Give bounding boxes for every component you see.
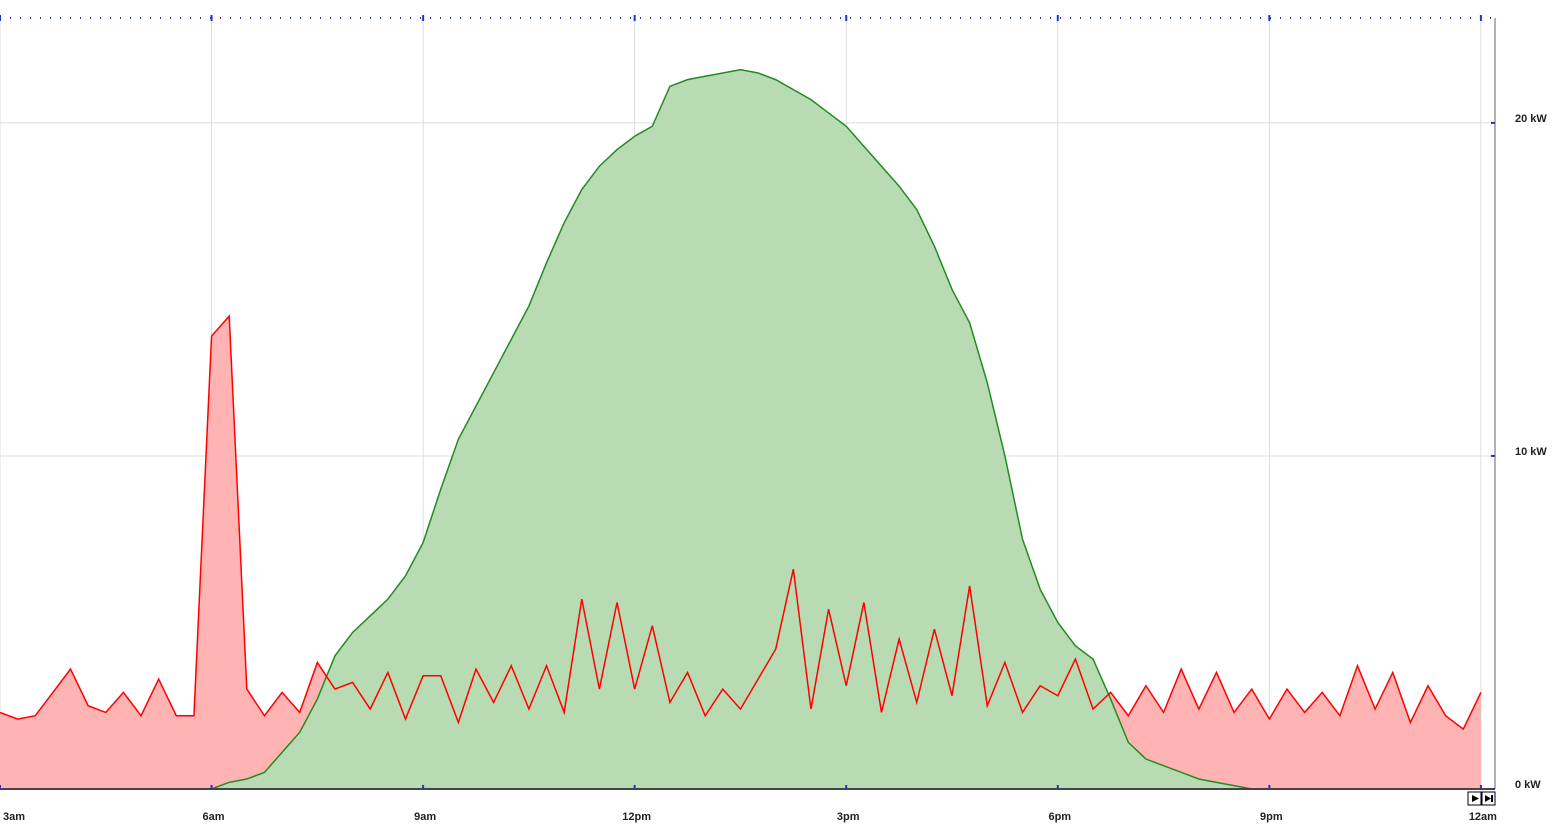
x-tick-label: 6pm (1048, 811, 1071, 823)
area-fill (0, 69, 1481, 789)
x-tick-label: 9pm (1260, 811, 1283, 823)
x-tick-label: 12pm (622, 811, 651, 823)
x-tick-label: 3pm (837, 811, 860, 823)
x-tick-label: 9am (414, 811, 436, 823)
next-icon (1472, 795, 1479, 802)
area-line (0, 68, 1481, 790)
area-fill (0, 316, 1481, 789)
y-tick-label: 10 kW (1515, 446, 1547, 458)
x-tick-label: 3am (3, 811, 25, 823)
y-tick-label: 0 kW (1515, 779, 1541, 791)
area-line (0, 314, 1482, 731)
y-tick-label: 20 kW (1515, 113, 1547, 125)
x-tick-label: 12am (1469, 811, 1497, 823)
end-icon (1485, 795, 1493, 802)
x-tick-label: 6am (203, 811, 225, 823)
scroll-buttons[interactable] (1467, 791, 1496, 806)
